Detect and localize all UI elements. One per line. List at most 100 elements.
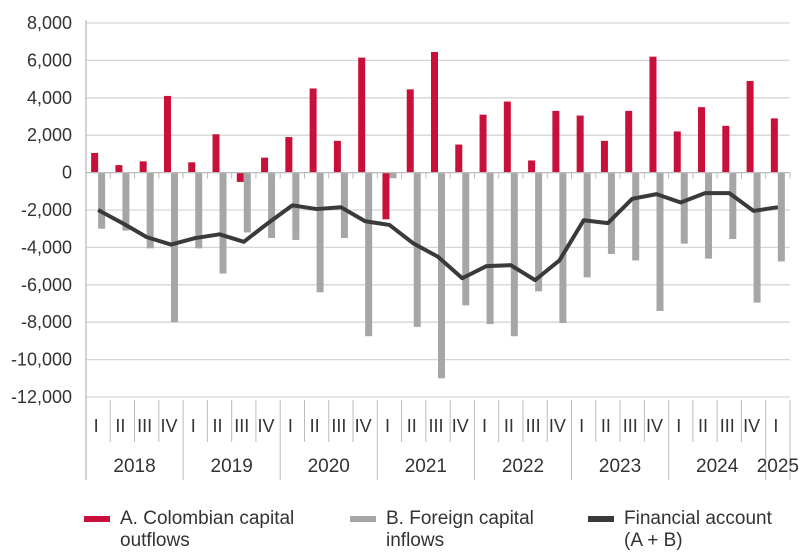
bar-outflows (698, 107, 706, 173)
bar-outflows (479, 114, 487, 173)
bar-inflows (122, 172, 130, 231)
bar-outflows (333, 140, 341, 173)
y-tick-label: 4,000 (27, 88, 72, 108)
bar-outflows (770, 118, 778, 173)
line-financial-account (97, 191, 779, 283)
year-label: 2021 (405, 456, 447, 477)
bar-outflows (309, 88, 317, 173)
legend-financial-account: Financial account (A + B) (588, 508, 772, 552)
bar-inflows (219, 172, 227, 274)
bar-inflows (510, 172, 518, 337)
bar-outflows (673, 131, 681, 173)
legend-label: inflows (386, 530, 445, 551)
year-label: 2023 (599, 456, 641, 477)
year-label: 2020 (308, 456, 350, 477)
legend-outflows: A. Colombian capital outflows (84, 508, 294, 552)
y-tick-label: -6,000 (21, 275, 72, 295)
bar-outflows (746, 80, 754, 173)
quarter-label: I (288, 416, 293, 436)
bar-inflows (438, 172, 445, 379)
bar-inflows (753, 172, 761, 303)
legend-swatch-gray (350, 516, 376, 522)
bar-outflows (188, 162, 196, 173)
bar-outflows (261, 157, 269, 173)
bar-outflows (528, 160, 536, 173)
bar-inflows (389, 172, 397, 179)
quarter-label: III (720, 416, 735, 436)
bar-inflows (535, 172, 543, 292)
quarter-label: I (482, 416, 487, 436)
bar-outflows (91, 152, 99, 173)
bar-inflows (680, 172, 688, 244)
bar-outflows (285, 137, 293, 173)
bar-inflows (146, 172, 154, 249)
bar-inflows (632, 172, 640, 261)
bar-inflows (486, 172, 494, 325)
year-label: 2025 (757, 456, 799, 477)
bar-outflows (115, 165, 123, 173)
bar-inflows (195, 172, 203, 249)
bar-inflows (340, 172, 348, 239)
bar-inflows (98, 172, 106, 229)
legend-inflows: B. Foreign capital inflows (350, 508, 534, 552)
quarter-label: IV (646, 416, 663, 436)
bar-inflows (607, 172, 615, 254)
quarter-label: IV (743, 416, 760, 436)
bar-inflows (413, 172, 421, 327)
bar-outflows (600, 140, 608, 173)
bar-outflows (625, 110, 633, 173)
bar-outflows (576, 115, 584, 173)
quarter-label: II (310, 416, 320, 436)
bar-outflows (552, 110, 560, 173)
bar-inflows (705, 172, 713, 259)
quarter-label: I (385, 416, 390, 436)
y-tick-label: 6,000 (27, 50, 72, 70)
bar-inflows (729, 172, 737, 239)
bar-outflows (236, 172, 244, 182)
quarter-label: IV (355, 416, 372, 436)
bar-outflows (139, 161, 147, 173)
bar-outflows (455, 144, 463, 173)
quarter-label: IV (160, 416, 177, 436)
quarter-label: I (579, 416, 584, 436)
quarter-label: I (94, 416, 99, 436)
bar-inflows (777, 172, 785, 262)
bar-inflows (462, 172, 470, 306)
legend-label: B. Foreign capital (386, 508, 534, 529)
bar-outflows (212, 134, 220, 173)
bar-inflows (170, 172, 178, 323)
legend-swatch-red (84, 516, 110, 522)
bar-outflows (406, 89, 414, 173)
bar-outflows (163, 95, 171, 173)
quarter-label: II (504, 416, 514, 436)
y-tick-label: -4,000 (21, 237, 72, 257)
bar-inflows (316, 172, 324, 293)
quarter-label: III (234, 416, 249, 436)
y-tick-label: -8,000 (21, 312, 72, 332)
bar-outflows (382, 172, 390, 220)
quarter-label: IV (452, 416, 469, 436)
quarter-label: III (623, 416, 638, 436)
y-tick-label: -10,000 (11, 350, 72, 370)
quarter-label: III (526, 416, 541, 436)
bar-inflows (365, 172, 373, 337)
bar-outflows (649, 56, 657, 173)
quarter-label: II (213, 416, 223, 436)
quarter-label: II (115, 416, 125, 436)
y-tick-label: 0 (62, 163, 72, 183)
quarter-label: IV (549, 416, 566, 436)
year-label: 2022 (502, 456, 544, 477)
y-tick-label: -12,000 (11, 387, 72, 407)
quarter-label: II (601, 416, 611, 436)
bar-inflows (583, 172, 591, 278)
quarter-label: I (676, 416, 681, 436)
year-label: 2019 (211, 456, 253, 477)
bar-inflows (243, 172, 251, 233)
quarter-label: IV (258, 416, 275, 436)
bar-outflows (431, 51, 438, 173)
year-label: 2024 (696, 456, 739, 477)
legend-label: Financial account (624, 508, 772, 529)
quarter-label: II (698, 416, 708, 436)
bar-outflows (722, 125, 730, 173)
